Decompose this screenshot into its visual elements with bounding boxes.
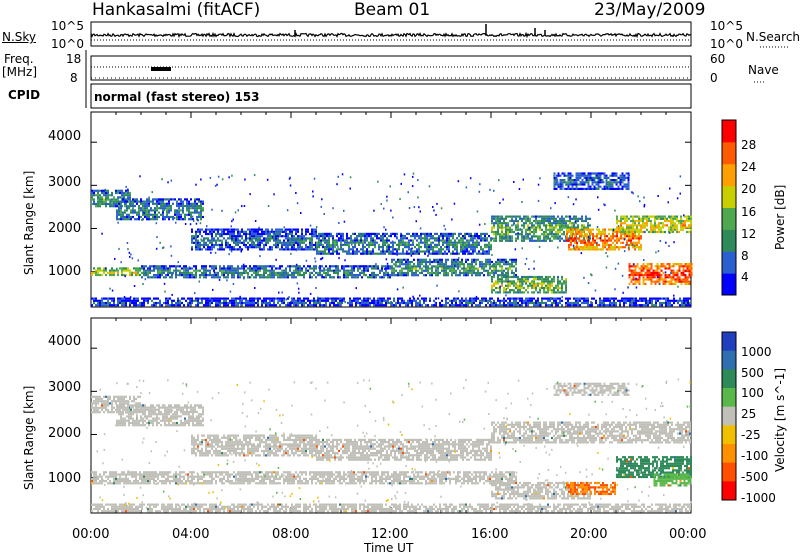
velocity-colorbar-swatch-4 (722, 407, 736, 426)
xtick-0800: 08:00 (272, 527, 309, 542)
power-ytick-3000: 3000 (48, 175, 81, 190)
power-panel-cells (91, 172, 693, 306)
freq-label-line1: Freq. (4, 52, 34, 66)
power-panel-ylabel: Slant Range [km] (22, 171, 36, 275)
cpid-label: CPID (8, 88, 40, 102)
power-ytick-2000: 2000 (48, 221, 81, 236)
power-colorbar-label: Power [dB] (773, 185, 787, 250)
xtick-2000: 20:00 (570, 527, 607, 542)
velocity-panel-ylabel: Slant Range [km] (22, 386, 36, 490)
xtick-1600: 16:00 (471, 527, 508, 542)
power-cb-tick-12: 12 (741, 227, 756, 241)
cpid-value: normal (fast stereo) 153 (94, 90, 260, 104)
velocity-ytick-4000: 4000 (48, 334, 81, 349)
date-title: 23/May/2009 (594, 0, 706, 20)
power-ytick-1000: 1000 (48, 264, 81, 279)
power-colorbar-swatch-2 (722, 229, 736, 251)
nave-tick-bottom: 0 (710, 71, 718, 85)
vel-cb-tick-neg100: -100 (741, 449, 768, 463)
power-colorbar-swatch-6 (722, 142, 736, 164)
xtick-2400: 00:00 (669, 527, 706, 542)
xtick-1200: 12:00 (371, 527, 408, 542)
power-colorbar-swatch-5 (722, 164, 736, 186)
velocity-colorbar-swatch-1 (722, 351, 736, 370)
noise-right-tick-bottom: 10^0 (710, 37, 743, 51)
power-cb-tick-8: 8 (741, 249, 749, 263)
velocity-ytick-3000: 3000 (48, 380, 81, 395)
power-cb-tick-24: 24 (741, 160, 756, 174)
freq-label-line2: [MHz] (2, 65, 37, 79)
velocity-panel-cells (91, 379, 692, 513)
velocity-colorbar-swatch-0 (722, 332, 736, 351)
x-axis-label: Time UT (364, 541, 413, 555)
xtick-0400: 04:00 (172, 527, 209, 542)
vel-cb-tick-neg1000: -1000 (741, 491, 776, 505)
velocity-colorbar-label: Velocity [m s^-1] (773, 368, 787, 472)
power-colorbar-swatch-0 (722, 273, 736, 295)
velocity-colorbar-swatch-6 (722, 444, 736, 463)
power-cb-tick-28: 28 (741, 138, 756, 152)
noise-right-tick-top: 10^5 (710, 19, 743, 33)
freq-blip (151, 67, 171, 71)
vel-cb-tick-25: 25 (741, 407, 756, 421)
beam-title: Beam 01 (354, 0, 430, 20)
nave-tick-top: 60 (710, 52, 725, 66)
vel-cb-tick-neg25: -25 (741, 428, 761, 442)
freq-panel-frame (91, 56, 691, 80)
vel-cb-tick-1000: 1000 (741, 345, 772, 359)
noise-left-tick-top: 10^5 (51, 19, 84, 33)
power-cb-tick-4: 4 (741, 270, 749, 284)
noise-panel-frame (91, 22, 691, 46)
power-colorbar-swatch-3 (722, 208, 736, 230)
xtick-0000: 00:00 (72, 527, 109, 542)
velocity-ytick-2000: 2000 (48, 426, 81, 441)
vel-cb-tick-neg500: -500 (741, 470, 768, 484)
noise-sky-trace (91, 34, 691, 37)
noise-left-tick-bottom: 10^0 (51, 37, 84, 51)
station-title: Hankasalmi (fitACF) (92, 0, 260, 20)
velocity-ytick-1000: 1000 (48, 471, 81, 486)
velocity-colorbar-swatch-3 (722, 388, 736, 407)
power-cb-tick-20: 20 (741, 182, 756, 196)
power-colorbar-swatch-4 (722, 186, 736, 208)
noise-sky-label: N.Sky (2, 30, 36, 44)
power-cb-tick-16: 16 (741, 205, 756, 219)
velocity-colorbar-swatch-8 (722, 481, 736, 500)
vel-cb-tick-500: 500 (741, 366, 764, 380)
velocity-colorbar-swatch-5 (722, 425, 736, 444)
freq-tick-top: 18 (66, 52, 81, 66)
velocity-colorbar-swatch-7 (722, 463, 736, 482)
freq-tick-bottom: 8 (70, 71, 78, 85)
noise-search-label: N.Search (746, 30, 800, 44)
velocity-colorbar-swatch-2 (722, 369, 736, 388)
power-colorbar-swatch-1 (722, 251, 736, 273)
power-ytick-4000: 4000 (48, 129, 81, 144)
vel-cb-tick-100: 100 (741, 386, 764, 400)
nave-label: Nave (748, 63, 779, 77)
power-colorbar-swatch-7 (722, 120, 736, 142)
